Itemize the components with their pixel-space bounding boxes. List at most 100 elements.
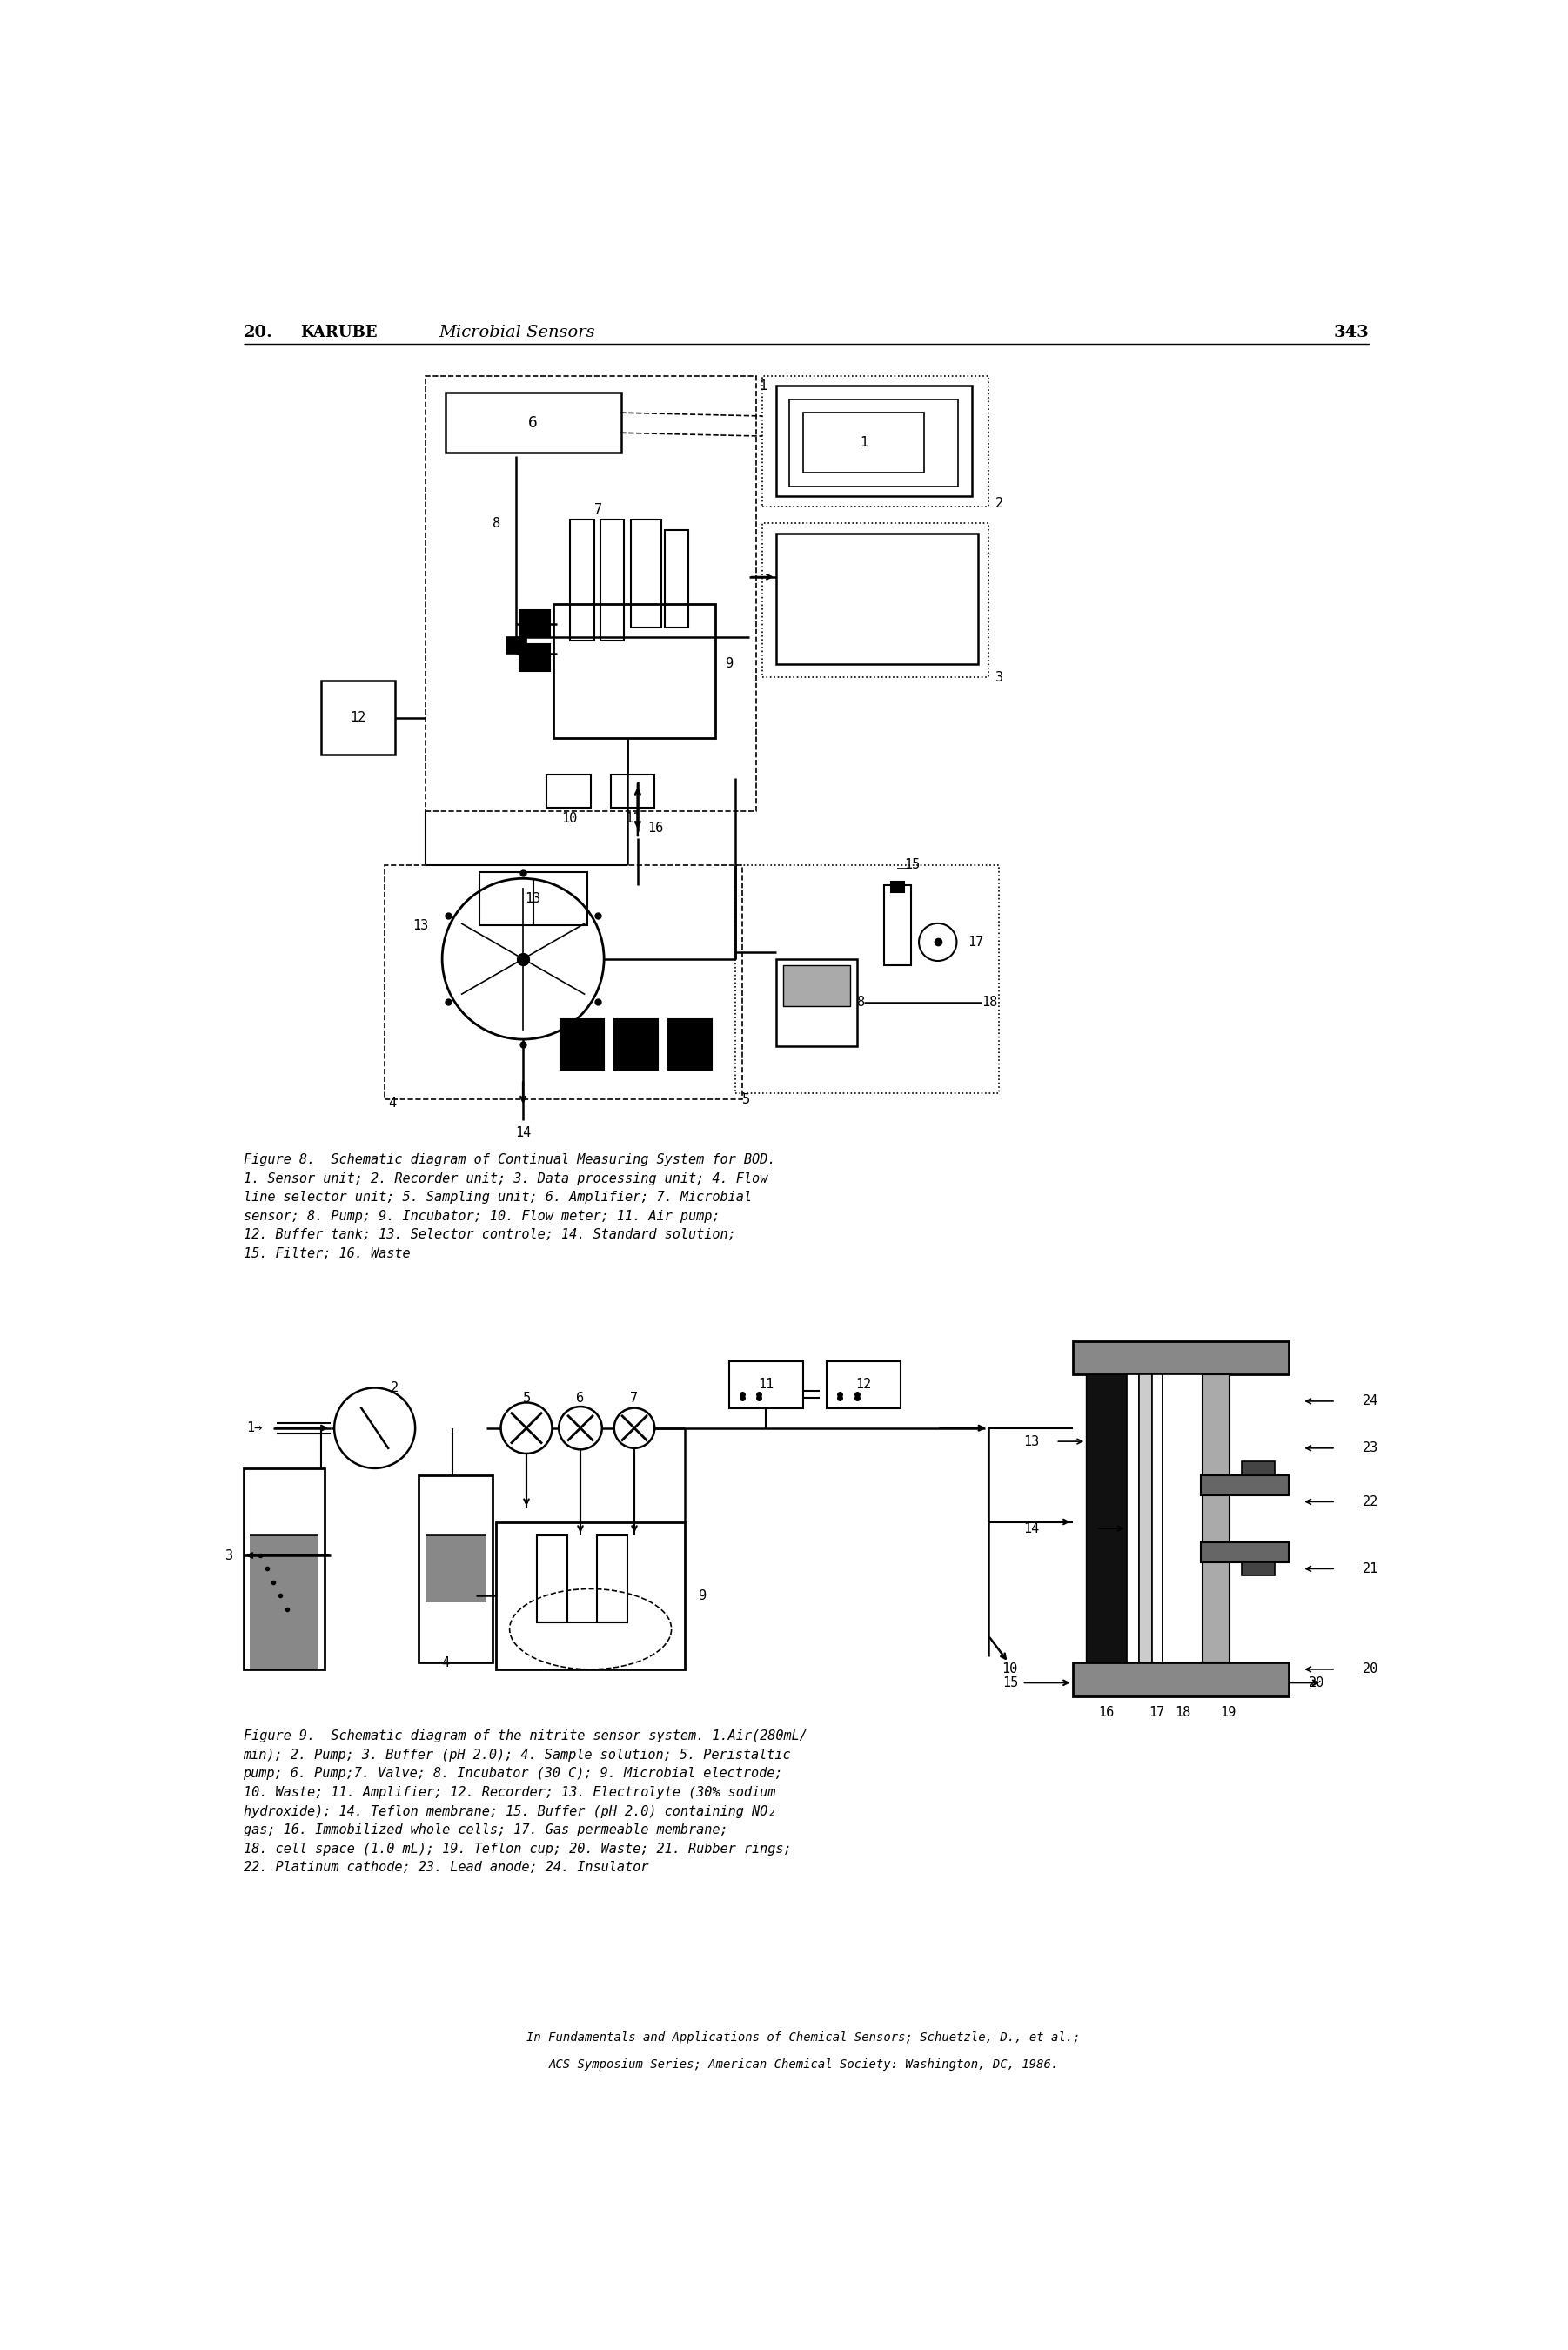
Text: 10: 10 xyxy=(1002,1664,1018,1676)
Text: 10: 10 xyxy=(561,811,577,825)
Text: 343: 343 xyxy=(1334,324,1369,341)
Text: 13: 13 xyxy=(1022,1436,1040,1448)
Text: 20: 20 xyxy=(1309,1676,1325,1690)
Text: 1: 1 xyxy=(859,437,867,449)
Text: 16: 16 xyxy=(648,822,663,834)
Text: 13: 13 xyxy=(525,893,541,905)
Bar xyxy=(884,886,911,966)
Bar xyxy=(1203,1375,1229,1661)
Text: KARUBE: KARUBE xyxy=(301,324,378,341)
Text: 20: 20 xyxy=(1363,1664,1378,1676)
Bar xyxy=(615,1020,659,1069)
Text: 23: 23 xyxy=(1363,1441,1378,1455)
Text: Figure 9.  Schematic diagram of the nitrite sensor system. 1.Air(280mL/
min); 2.: Figure 9. Schematic diagram of the nitri… xyxy=(243,1730,808,1875)
Bar xyxy=(601,519,624,642)
Bar xyxy=(1138,1375,1152,1661)
Bar xyxy=(554,604,715,738)
Bar xyxy=(668,1020,712,1069)
Bar xyxy=(249,1535,317,1668)
Text: 5: 5 xyxy=(522,1391,530,1405)
Bar xyxy=(1127,1375,1138,1661)
Bar xyxy=(571,519,594,642)
Text: 4: 4 xyxy=(442,1657,450,1668)
Text: 8: 8 xyxy=(492,517,500,529)
Bar xyxy=(1162,1375,1203,1661)
Bar xyxy=(1242,1563,1275,1574)
Bar xyxy=(547,776,591,808)
Text: Figure 8.  Schematic diagram of Continual Measuring System for BOD.
1. Sensor un: Figure 8. Schematic diagram of Continual… xyxy=(243,1154,775,1260)
Text: 22: 22 xyxy=(1363,1495,1378,1509)
Text: 13: 13 xyxy=(412,919,428,933)
Bar xyxy=(782,966,850,1006)
Text: In Fundamentals and Applications of Chemical Sensors; Schuetzle, D., et al.;: In Fundamentals and Applications of Chem… xyxy=(527,2033,1080,2044)
Text: 4: 4 xyxy=(389,1097,397,1109)
Bar xyxy=(1152,1375,1162,1661)
Bar xyxy=(536,1535,568,1622)
Text: 17: 17 xyxy=(1149,1706,1165,1720)
Text: 8: 8 xyxy=(856,996,866,1008)
Bar xyxy=(789,400,958,486)
Bar xyxy=(891,881,905,893)
Text: 9: 9 xyxy=(698,1589,706,1603)
Bar xyxy=(506,637,527,653)
Bar xyxy=(729,1361,803,1408)
Text: 12: 12 xyxy=(350,712,365,724)
Bar xyxy=(495,1523,685,1668)
Bar xyxy=(321,682,395,754)
Bar xyxy=(776,385,972,496)
Bar xyxy=(776,533,978,665)
Bar xyxy=(1073,1342,1289,1375)
Text: 19: 19 xyxy=(1220,1706,1236,1720)
Text: 1: 1 xyxy=(759,378,767,392)
Bar xyxy=(243,1469,325,1668)
Bar xyxy=(1087,1375,1127,1661)
Text: 15: 15 xyxy=(1004,1676,1019,1690)
Text: 1→: 1→ xyxy=(246,1422,262,1434)
Text: 18: 18 xyxy=(982,996,997,1008)
Bar xyxy=(776,959,856,1046)
Bar xyxy=(384,865,742,1100)
Bar xyxy=(762,376,988,508)
Text: 7: 7 xyxy=(594,503,602,517)
Bar xyxy=(1073,1661,1289,1697)
Text: 2: 2 xyxy=(996,496,1004,510)
Bar xyxy=(762,524,988,677)
Bar xyxy=(826,1361,900,1408)
Text: 5: 5 xyxy=(742,1093,750,1107)
Text: 14: 14 xyxy=(1022,1523,1040,1535)
Text: 7: 7 xyxy=(630,1391,638,1405)
Text: 12: 12 xyxy=(856,1377,872,1391)
Bar xyxy=(610,776,654,808)
Text: 14: 14 xyxy=(516,1126,532,1140)
Bar xyxy=(630,519,662,627)
Bar xyxy=(425,376,756,811)
Text: 6: 6 xyxy=(577,1391,585,1405)
Text: 21: 21 xyxy=(1363,1563,1378,1574)
Text: 24: 24 xyxy=(1363,1394,1378,1408)
Bar xyxy=(597,1535,627,1622)
Text: 18: 18 xyxy=(1174,1706,1190,1720)
Text: 6: 6 xyxy=(528,416,538,430)
Bar xyxy=(1242,1462,1275,1476)
Bar xyxy=(560,1020,604,1069)
Bar xyxy=(1201,1542,1289,1563)
Bar xyxy=(803,414,924,472)
Bar xyxy=(665,531,688,627)
Text: Microbial Sensors: Microbial Sensors xyxy=(439,324,596,341)
Bar xyxy=(425,1535,486,1603)
Text: 16: 16 xyxy=(1099,1706,1115,1720)
Bar xyxy=(445,392,621,454)
Bar xyxy=(519,611,550,637)
Text: 2: 2 xyxy=(390,1382,398,1394)
Text: 20.: 20. xyxy=(243,324,273,341)
Text: 3: 3 xyxy=(226,1549,234,1563)
Bar xyxy=(1201,1476,1289,1495)
Text: 9: 9 xyxy=(726,658,734,670)
Bar xyxy=(735,865,999,1093)
Bar xyxy=(480,872,586,926)
Text: 11: 11 xyxy=(757,1377,773,1391)
Text: 17: 17 xyxy=(967,935,985,949)
Text: ACS Symposium Series; American Chemical Society: Washington, DC, 1986.: ACS Symposium Series; American Chemical … xyxy=(549,2059,1058,2070)
Bar xyxy=(519,644,550,670)
Text: 11: 11 xyxy=(626,811,641,825)
